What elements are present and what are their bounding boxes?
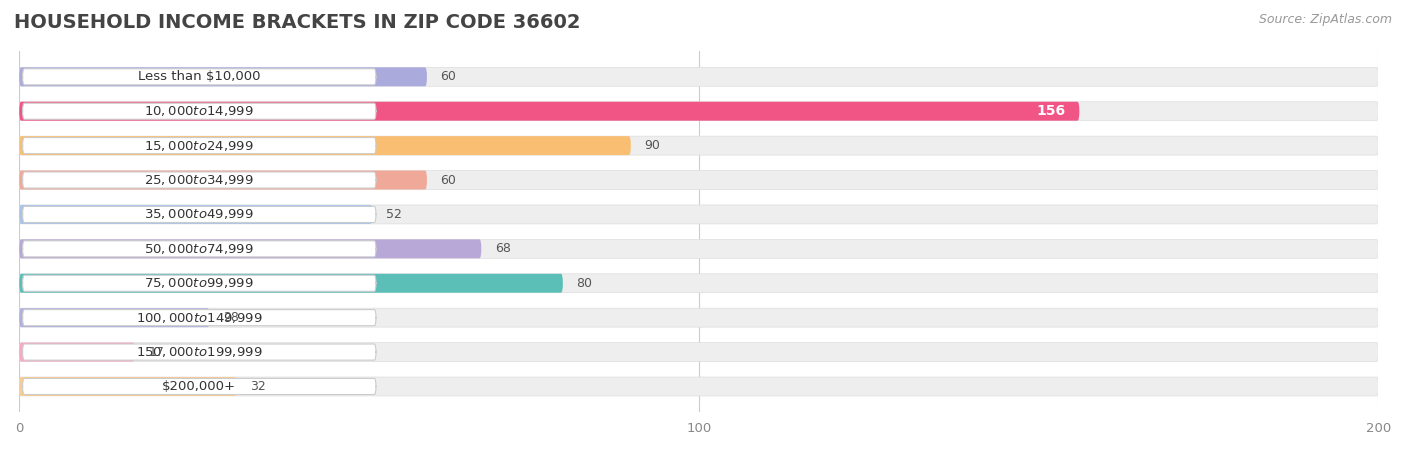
FancyBboxPatch shape [20, 136, 631, 155]
FancyBboxPatch shape [22, 310, 375, 326]
FancyBboxPatch shape [20, 205, 1378, 224]
FancyBboxPatch shape [20, 342, 135, 361]
FancyBboxPatch shape [20, 239, 1378, 258]
FancyBboxPatch shape [22, 138, 375, 153]
Text: Less than $10,000: Less than $10,000 [138, 70, 260, 83]
Text: $100,000 to $149,999: $100,000 to $149,999 [136, 310, 263, 324]
Text: $25,000 to $34,999: $25,000 to $34,999 [145, 173, 254, 187]
FancyBboxPatch shape [20, 136, 1378, 155]
Text: 17: 17 [148, 346, 165, 359]
Text: $200,000+: $200,000+ [162, 380, 236, 393]
Text: 60: 60 [440, 174, 457, 187]
Text: $75,000 to $99,999: $75,000 to $99,999 [145, 276, 254, 290]
Text: 28: 28 [224, 311, 239, 324]
Text: $150,000 to $199,999: $150,000 to $199,999 [136, 345, 263, 359]
FancyBboxPatch shape [22, 207, 375, 222]
FancyBboxPatch shape [20, 171, 427, 189]
FancyBboxPatch shape [20, 308, 209, 327]
Text: 80: 80 [576, 277, 592, 290]
FancyBboxPatch shape [22, 103, 375, 119]
FancyBboxPatch shape [20, 102, 1080, 121]
FancyBboxPatch shape [22, 378, 375, 395]
Text: 68: 68 [495, 243, 510, 255]
FancyBboxPatch shape [22, 172, 375, 188]
Text: $50,000 to $74,999: $50,000 to $74,999 [145, 242, 254, 256]
FancyBboxPatch shape [20, 68, 1378, 86]
FancyBboxPatch shape [20, 274, 1378, 292]
FancyBboxPatch shape [20, 377, 236, 396]
Text: $15,000 to $24,999: $15,000 to $24,999 [145, 139, 254, 153]
FancyBboxPatch shape [20, 377, 1378, 396]
Text: 60: 60 [440, 70, 457, 83]
FancyBboxPatch shape [20, 308, 1378, 327]
Text: 90: 90 [644, 139, 661, 152]
FancyBboxPatch shape [22, 241, 375, 257]
Text: $10,000 to $14,999: $10,000 to $14,999 [145, 104, 254, 118]
FancyBboxPatch shape [22, 344, 375, 360]
FancyBboxPatch shape [22, 275, 375, 291]
Text: 52: 52 [387, 208, 402, 221]
Text: 156: 156 [1036, 104, 1066, 118]
Text: HOUSEHOLD INCOME BRACKETS IN ZIP CODE 36602: HOUSEHOLD INCOME BRACKETS IN ZIP CODE 36… [14, 14, 581, 32]
FancyBboxPatch shape [20, 102, 1378, 121]
FancyBboxPatch shape [20, 68, 427, 86]
FancyBboxPatch shape [20, 171, 1378, 189]
Text: Source: ZipAtlas.com: Source: ZipAtlas.com [1258, 14, 1392, 27]
FancyBboxPatch shape [20, 239, 481, 258]
Text: $35,000 to $49,999: $35,000 to $49,999 [145, 207, 254, 221]
FancyBboxPatch shape [22, 69, 375, 85]
FancyBboxPatch shape [20, 205, 373, 224]
Text: 32: 32 [250, 380, 266, 393]
FancyBboxPatch shape [20, 274, 562, 292]
FancyBboxPatch shape [20, 342, 1378, 361]
